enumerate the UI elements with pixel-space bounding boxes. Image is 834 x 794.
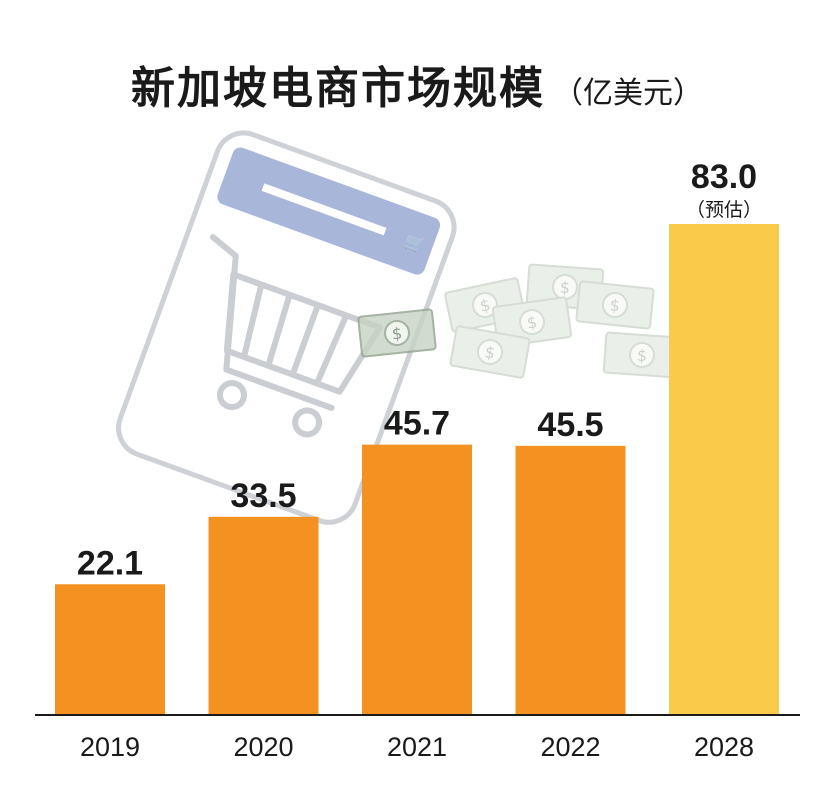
x-tick-2020: 2020 (233, 732, 293, 762)
bar-2021 (362, 444, 472, 715)
money-bills-illustration: $ $ $ $ $ (357, 263, 682, 379)
x-tick-2022: 2022 (540, 732, 600, 762)
bars-group (55, 224, 779, 715)
bar-2022 (515, 445, 626, 715)
value-label-2019: 22.1 (77, 544, 143, 582)
forecast-note-2028: （预估） (686, 199, 762, 221)
chart-title-unit: （亿美元） (553, 76, 703, 111)
chart-title-main: 新加坡电商市场规模 (131, 63, 545, 114)
bar-2028 (669, 224, 779, 715)
svg-text:$: $ (559, 278, 570, 298)
x-tick-2021: 2021 (387, 732, 447, 762)
labels-group: 22.1 2019 33.5 2020 45.7 2021 45.5 2022 83.0 （预估）… (77, 158, 762, 762)
x-tick-2028: 2028 (694, 732, 754, 762)
bar-2019 (55, 584, 165, 715)
x-tick-2019: 2019 (80, 732, 140, 762)
value-label-2022: 45.5 (537, 406, 603, 444)
value-label-2021: 45.7 (384, 405, 450, 443)
value-label-2020: 33.5 (230, 477, 296, 515)
chart-title: 新加坡电商市场规模 （亿美元） (0, 52, 834, 116)
svg-text:$: $ (478, 295, 492, 316)
phone-cart-illustration: 🛒 (116, 130, 457, 525)
value-label-2028: 83.0 (691, 158, 757, 196)
bar-2020 (208, 516, 319, 715)
svg-text:$: $ (636, 346, 647, 366)
svg-text:$: $ (609, 296, 621, 316)
svg-text:$: $ (391, 324, 403, 344)
svg-text:$: $ (526, 312, 539, 332)
svg-text:$: $ (483, 342, 496, 362)
